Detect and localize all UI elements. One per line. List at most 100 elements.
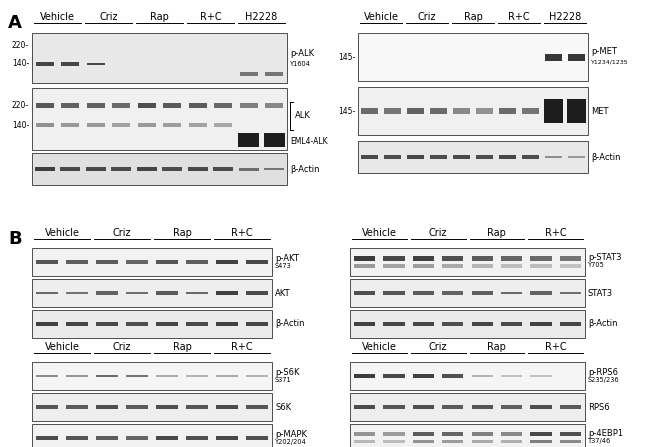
Bar <box>112 103 131 108</box>
Bar <box>61 123 79 127</box>
Bar <box>246 322 268 326</box>
Text: 145-: 145- <box>338 106 355 115</box>
Bar <box>350 362 585 390</box>
Text: MET: MET <box>591 106 608 115</box>
Bar <box>96 322 118 326</box>
Bar <box>530 322 551 326</box>
Text: Rap: Rap <box>150 12 169 22</box>
Bar <box>560 265 581 268</box>
Text: STAT3: STAT3 <box>588 288 613 298</box>
Bar <box>384 265 405 268</box>
Text: Y705: Y705 <box>588 262 605 268</box>
Bar <box>472 432 493 436</box>
Bar <box>350 424 585 447</box>
Bar <box>544 99 563 123</box>
Bar <box>354 374 375 378</box>
Bar <box>216 291 238 295</box>
Bar <box>413 439 434 443</box>
Bar <box>384 439 405 443</box>
Bar <box>358 33 588 81</box>
Bar <box>216 322 238 326</box>
Bar <box>476 108 493 114</box>
Bar <box>186 261 208 264</box>
Text: Rap: Rap <box>172 228 192 238</box>
Bar <box>265 72 283 76</box>
Bar <box>354 257 375 261</box>
Bar <box>96 405 118 409</box>
Text: S6K: S6K <box>275 402 291 412</box>
Text: p-ALK: p-ALK <box>290 50 314 59</box>
Bar <box>442 322 463 326</box>
Bar <box>501 375 522 376</box>
Bar <box>265 168 284 170</box>
Text: Y1234/1235: Y1234/1235 <box>591 59 629 64</box>
Bar <box>413 322 434 326</box>
Bar <box>60 167 80 171</box>
Bar <box>472 322 493 326</box>
Text: H2228: H2228 <box>549 12 581 22</box>
Text: p-S6K: p-S6K <box>275 368 300 377</box>
Bar <box>354 405 375 409</box>
Bar <box>413 291 434 295</box>
Text: 140-: 140- <box>12 59 29 68</box>
Bar <box>32 248 272 276</box>
Bar <box>35 167 55 171</box>
Bar <box>163 103 181 108</box>
Text: Rap: Rap <box>463 12 482 22</box>
Bar <box>442 405 463 409</box>
Bar <box>530 439 551 443</box>
Bar <box>188 103 207 108</box>
Bar <box>361 155 378 159</box>
Bar <box>186 322 208 326</box>
Bar <box>213 167 233 171</box>
Bar <box>96 375 118 377</box>
Bar <box>384 108 401 114</box>
Bar <box>476 155 493 159</box>
Bar <box>530 291 551 295</box>
Text: R+C: R+C <box>231 342 253 352</box>
Bar <box>240 103 258 108</box>
Bar <box>61 62 79 66</box>
Text: Vehicle: Vehicle <box>44 342 79 352</box>
Text: R+C: R+C <box>508 12 530 22</box>
Bar <box>246 405 268 409</box>
Text: 145-: 145- <box>338 52 355 62</box>
Bar <box>156 291 178 295</box>
Text: H2228: H2228 <box>246 12 278 22</box>
Bar <box>32 279 272 307</box>
Text: R+C: R+C <box>545 342 566 352</box>
Bar <box>567 99 586 123</box>
Text: β-Actin: β-Actin <box>290 164 320 173</box>
Bar <box>32 393 272 421</box>
Bar <box>156 436 178 440</box>
Bar <box>472 439 493 443</box>
Text: 220-: 220- <box>12 101 29 110</box>
Bar <box>126 375 148 377</box>
Bar <box>216 260 238 264</box>
Bar <box>126 322 148 326</box>
Bar <box>156 322 178 326</box>
Text: S371: S371 <box>275 377 292 383</box>
Bar <box>530 432 551 436</box>
Bar <box>522 108 539 114</box>
Bar <box>186 291 208 295</box>
Bar <box>530 265 551 268</box>
Bar <box>361 108 378 114</box>
Bar <box>354 432 375 436</box>
Bar <box>442 432 463 436</box>
Bar <box>501 322 522 326</box>
Bar <box>111 167 131 171</box>
Bar <box>96 261 118 264</box>
Bar <box>214 123 233 127</box>
Text: p-MET: p-MET <box>591 47 617 56</box>
Bar <box>265 103 283 108</box>
Bar <box>442 374 463 378</box>
Bar <box>407 108 424 114</box>
Bar <box>406 155 424 159</box>
Bar <box>156 260 178 264</box>
Bar <box>86 123 105 127</box>
Bar <box>384 322 405 326</box>
Bar <box>32 362 272 390</box>
Text: Vehicle: Vehicle <box>40 12 75 22</box>
Bar <box>32 88 287 150</box>
